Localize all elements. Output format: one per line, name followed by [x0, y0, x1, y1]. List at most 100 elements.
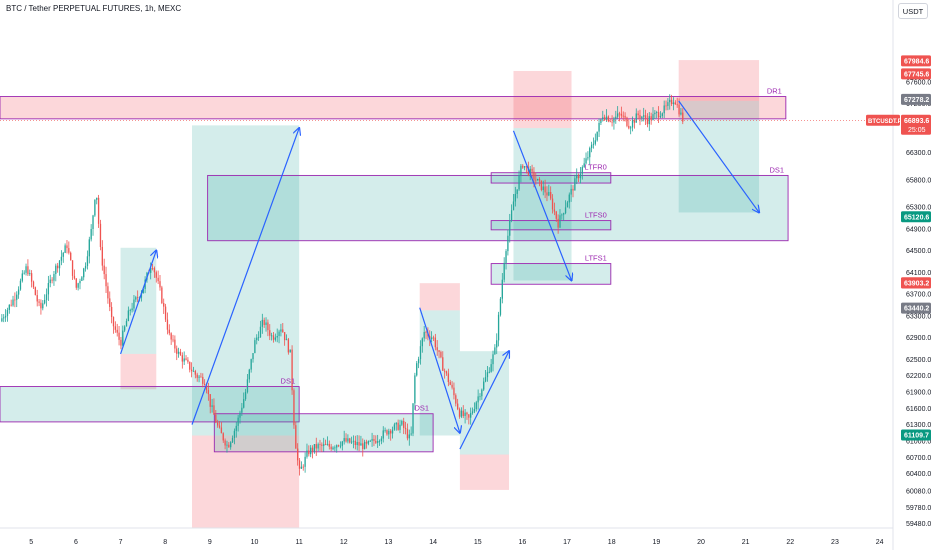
candle-body [453, 387, 455, 396]
y-tick-label: 61300.0 [906, 422, 931, 429]
price-badge [901, 55, 931, 67]
candle-body [354, 440, 357, 446]
candle-body [395, 422, 397, 425]
candle-body [60, 256, 63, 261]
y-tick-label: 64100.0 [906, 270, 931, 277]
y-tick-label: 65300.0 [906, 204, 931, 211]
candle-body [390, 430, 392, 434]
x-tick-label: 15 [474, 539, 482, 546]
price-badge-label: 63903.2 [904, 280, 929, 287]
candle-body [211, 405, 213, 407]
candle-body [339, 445, 342, 447]
candle-body [285, 339, 288, 341]
candle-body [680, 112, 682, 115]
candle-body [114, 326, 117, 330]
y-tick-label: 62900.0 [906, 335, 931, 342]
candle-body [207, 390, 210, 395]
candle-body [47, 283, 50, 295]
candle-body [484, 377, 487, 382]
candle-body [473, 409, 476, 412]
candle-body [341, 441, 343, 446]
candle-body [324, 444, 327, 446]
zone-label: DS1 [769, 165, 784, 174]
candle-body [509, 220, 511, 236]
candle-body [529, 168, 531, 175]
candle-body [99, 223, 102, 247]
zone-ltfs1 [490, 263, 612, 285]
candle-body [88, 239, 90, 257]
candle-body [523, 166, 526, 168]
candle-body [244, 392, 247, 400]
candle-body [345, 438, 347, 442]
y-tick-label: 60080.0 [906, 489, 931, 496]
candle-body [79, 280, 81, 284]
candle-body [592, 143, 595, 145]
candle-body [97, 197, 100, 224]
candle-body [101, 246, 103, 266]
candle-body [246, 379, 249, 393]
candle-body [129, 310, 131, 311]
zone-label: DR1 [767, 87, 782, 96]
candle-body [29, 273, 31, 275]
candle-body [455, 395, 457, 404]
candle-body [164, 306, 167, 320]
candle-body [639, 115, 641, 119]
candle-body [19, 280, 22, 290]
candle-body [151, 268, 154, 269]
y-tick-label: 63300.0 [906, 313, 931, 320]
candle-body [533, 171, 535, 180]
candle-body [417, 359, 420, 364]
y-tick-label: 60400.0 [906, 471, 931, 478]
candle-body [116, 329, 118, 333]
x-tick-label: 24 [876, 539, 884, 546]
candle-body [220, 427, 223, 434]
x-tick-label: 17 [563, 539, 571, 546]
candle-body [425, 332, 427, 333]
trend-arrow [191, 128, 299, 425]
candle-body [618, 113, 621, 115]
candle-body [678, 104, 680, 115]
candle-body [633, 120, 636, 123]
candle-body [233, 430, 236, 438]
candle-body [150, 268, 152, 273]
candle-body [55, 265, 57, 275]
candle-body [594, 140, 597, 144]
candle-body [163, 303, 165, 307]
x-tick-label: 7 [119, 539, 123, 546]
symbol-badge [866, 114, 900, 126]
last-price-countdown: 25:05 [908, 127, 926, 134]
candle-body [21, 273, 23, 281]
zone-ds1 [207, 174, 789, 242]
candle-body [475, 402, 477, 410]
candle-body [215, 414, 217, 423]
candle-body [68, 248, 70, 253]
candle-body [497, 314, 500, 341]
candle-body [447, 373, 450, 383]
y-tick-label: 65800.0 [906, 177, 931, 184]
candle-body [637, 113, 639, 116]
candle-body [456, 403, 459, 410]
candle-body [155, 272, 157, 278]
candle-body [540, 180, 543, 191]
candle-body [30, 273, 33, 282]
candle-body [363, 441, 366, 450]
candle-body [304, 456, 306, 467]
candle-body [430, 337, 433, 340]
currency-button[interactable]: USDT [898, 3, 928, 19]
trend-arrow [119, 251, 157, 355]
y-tick-label: 62200.0 [906, 373, 931, 380]
candle-body [603, 117, 606, 120]
candle-body [295, 425, 297, 449]
candle-body [276, 335, 278, 338]
candle-body [531, 168, 533, 172]
trend-arrow [512, 130, 571, 281]
candle-body [230, 442, 232, 448]
y-tick-label: 61000.0 [906, 438, 931, 445]
candle-body [198, 376, 200, 378]
candle-body [503, 262, 505, 280]
candle-body [682, 112, 684, 122]
candle-body [555, 211, 557, 219]
candle-body [125, 321, 128, 327]
